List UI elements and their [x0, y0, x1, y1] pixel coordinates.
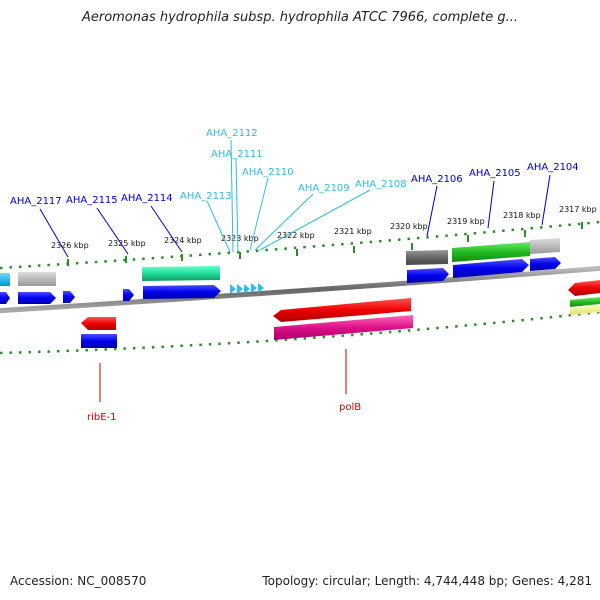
genome-title: Aeromonas hydrophila subsp. hydrophila A… — [81, 10, 519, 25]
gene-label-aha2111[interactable]: AHA_2111 — [211, 149, 263, 160]
gene-blue-1[interactable] — [0, 292, 10, 304]
gene-red-ribE[interactable] — [81, 317, 116, 330]
gene-blue-5[interactable] — [143, 285, 221, 299]
gene-blue-7[interactable] — [453, 259, 529, 278]
gene-pink[interactable] — [274, 315, 413, 340]
gene-label-aha2105[interactable]: AHA_2105 — [469, 168, 521, 179]
gene-blue-8[interactable] — [530, 257, 561, 271]
cyan-leader-lines — [206, 139, 371, 253]
gene-blue-4[interactable] — [123, 289, 134, 301]
gene-red-polB[interactable] — [273, 298, 411, 322]
gene-label-polB[interactable]: polB — [339, 402, 361, 413]
gene-blue-6[interactable] — [407, 268, 449, 283]
gene-label-aha2112[interactable]: AHA_2112 — [206, 128, 258, 139]
gene-gray-left[interactable] — [18, 272, 56, 286]
topology-text: Topology: circular; Length: 4,744,448 bp… — [262, 574, 592, 588]
accession-text: Accession: NC_008570 — [10, 574, 147, 588]
scale-label-2319: 2319 kbp — [447, 217, 485, 226]
reverse-genes — [81, 280, 600, 348]
blue-leader-lines — [39, 174, 551, 258]
gene-blue-2[interactable] — [18, 292, 56, 304]
gene-green-right[interactable] — [570, 297, 600, 307]
gene-label-aha2115[interactable]: AHA_2115 — [66, 195, 118, 206]
scale-label-2318: 2318 kbp — [503, 211, 541, 220]
gene-teal[interactable] — [142, 266, 220, 281]
gene-label-aha2117[interactable]: AHA_2117 — [10, 196, 62, 207]
gene-lightgray[interactable] — [530, 238, 560, 254]
scale-label-2320: 2320 kbp — [390, 222, 428, 231]
gene-cyan-left[interactable] — [0, 273, 10, 286]
gene-darkgray[interactable] — [406, 250, 448, 265]
gene-label-aha2114[interactable]: AHA_2114 — [121, 193, 173, 204]
forward-inner-genes — [0, 257, 561, 304]
gene-yellow-right[interactable] — [570, 305, 600, 315]
scale-label-2322: 2322 kbp — [277, 231, 315, 240]
major-ticks — [67, 222, 583, 266]
gene-label-aha2109[interactable]: AHA_2109 — [298, 183, 350, 194]
gene-label-aha2108[interactable]: AHA_2108 — [355, 179, 407, 190]
gene-label-ribE1[interactable]: ribE-1 — [87, 412, 117, 423]
gene-red-right[interactable] — [568, 280, 600, 296]
gene-label-aha2113[interactable]: AHA_2113 — [180, 191, 232, 202]
scale-label-2321: 2321 kbp — [334, 227, 372, 236]
gene-label-aha2106[interactable]: AHA_2106 — [411, 174, 463, 185]
forward-outer-genes — [0, 238, 560, 286]
red-leader-lines — [99, 349, 347, 402]
scale-label-2325: 2325 kbp — [108, 239, 146, 248]
genome-backbone — [0, 265, 600, 314]
gene-label-aha2104[interactable]: AHA_2104 — [527, 162, 579, 173]
scale-label-2324: 2324 kbp — [164, 236, 202, 245]
gene-green[interactable] — [452, 242, 530, 262]
gene-cyan-small-cluster[interactable] — [230, 283, 264, 294]
scale-label-2326: 2326 kbp — [51, 241, 89, 250]
gene-blue-reverse[interactable] — [81, 334, 117, 348]
scale-label-2323: 2323 kbp — [221, 234, 259, 243]
gene-label-aha2110[interactable]: AHA_2110 — [242, 167, 294, 178]
scale-label-2317: 2317 kbp — [559, 205, 597, 214]
gene-blue-3[interactable] — [63, 291, 75, 303]
